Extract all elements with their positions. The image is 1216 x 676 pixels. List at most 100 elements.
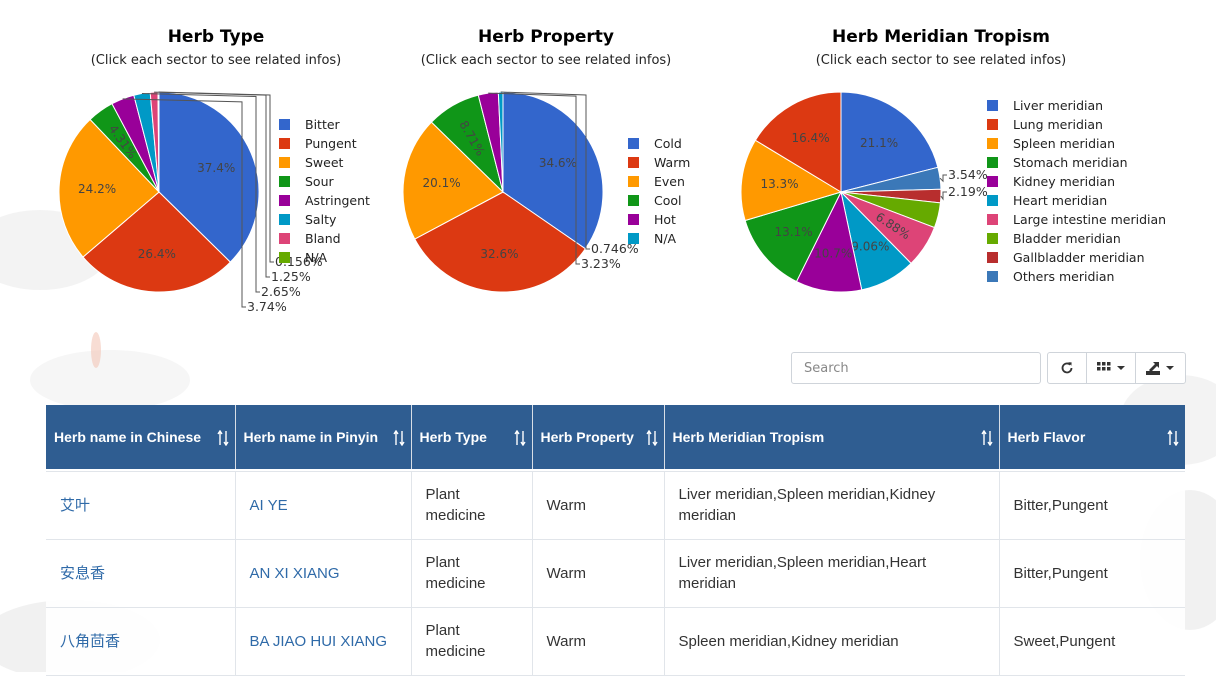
legend-swatch-n-a[interactable] (628, 233, 639, 244)
legend-swatch-spleen-meridian[interactable] (987, 138, 998, 149)
legend-label-spleen-meridian[interactable]: Spleen meridian (1013, 136, 1115, 151)
slice-label-liver-meridian: 21.1% (860, 136, 898, 150)
column-header-label: Herb Meridian Tropism (672, 429, 825, 445)
legend-label-heart-meridian[interactable]: Heart meridian (1013, 193, 1107, 208)
herb-flavor-cell: Sweet,Pungent (999, 607, 1185, 676)
leader-line-others-meridian (939, 174, 947, 183)
legend-label-bladder-meridian[interactable]: Bladder meridian (1013, 231, 1121, 246)
legend-label-kidney-meridian[interactable]: Kidney meridian (1013, 174, 1115, 189)
legend-label-astringent[interactable]: Astringent (305, 193, 370, 208)
legend-label-cool[interactable]: Cool (654, 193, 682, 208)
legend-swatch-lung-meridian[interactable] (987, 119, 998, 130)
herb-pinyin-name-link[interactable]: BA JIAO HUI XIANG (235, 607, 412, 676)
legend-label-stomach-meridian[interactable]: Stomach meridian (1013, 155, 1128, 170)
herb-pinyin-name-link[interactable]: AI YE (235, 471, 412, 540)
herb-meridian-chart: Herb Meridian Tropism (Click each sector … (720, 0, 1190, 330)
legend-swatch-sweet[interactable] (279, 157, 290, 168)
legend-label-bland[interactable]: Bland (305, 231, 341, 246)
column-header-pinyin-name[interactable]: Herb name in Pinyin (235, 405, 412, 469)
column-header-label: Herb name in Chinese (54, 429, 202, 445)
pie-slice-even[interactable] (402, 121, 504, 240)
grid-icon (1096, 362, 1110, 371)
legend-swatch-salty[interactable] (279, 214, 290, 225)
pie-slice-bitter[interactable] (158, 91, 260, 263)
column-header-label: Herb Flavor (1007, 429, 1086, 445)
herb-chinese-name-link[interactable]: 八角茴香 (46, 607, 236, 676)
legend-label-liver-meridian[interactable]: Liver meridian (1013, 98, 1103, 113)
legend-label-sweet[interactable]: Sweet (305, 155, 344, 170)
pie-slice-cold[interactable] (502, 91, 604, 250)
legend-swatch-kidney-meridian[interactable] (987, 176, 998, 187)
slice-label-stomach-meridian: 13.1% (774, 225, 812, 239)
refresh-button[interactable] (1047, 352, 1087, 384)
legend-swatch-others-meridian[interactable] (987, 271, 998, 282)
slice-label-spleen-meridian: 13.3% (760, 177, 798, 191)
legend-swatch-heart-meridian[interactable] (987, 195, 998, 206)
legend-label-sour[interactable]: Sour (305, 174, 335, 189)
slice-label-heart-meridian: 9.06% (851, 240, 889, 254)
chevron-down-icon (1116, 366, 1125, 370)
legend-swatch-warm[interactable] (628, 157, 639, 168)
slice-label-even: 20.1% (423, 176, 461, 190)
legend-swatch-sour[interactable] (279, 176, 290, 187)
column-header-herb-property[interactable]: Herb Property (532, 405, 665, 469)
legend-label-n-a[interactable]: N/A (305, 250, 328, 265)
legend-label-pungent[interactable]: Pungent (305, 136, 357, 151)
herb-chinese-name-link[interactable]: 安息香 (46, 539, 236, 608)
sort-icon[interactable] (1167, 429, 1179, 449)
column-header-meridian-tropism[interactable]: Herb Meridian Tropism (664, 405, 1000, 469)
legend-swatch-stomach-meridian[interactable] (987, 157, 998, 168)
header-spacer (46, 469, 1185, 472)
legend-swatch-hot[interactable] (628, 214, 639, 225)
legend-swatch-large-intestine-meridian[interactable] (987, 214, 998, 225)
legend-label-cold[interactable]: Cold (654, 136, 682, 151)
legend-swatch-liver-meridian[interactable] (987, 100, 998, 111)
legend-swatch-n-a[interactable] (279, 252, 290, 263)
slice-label-warm: 32.6% (480, 247, 518, 261)
export-icon (1146, 361, 1160, 375)
pie-slice-lung-meridian[interactable] (754, 91, 842, 193)
pie-slice-stomach-meridian[interactable] (744, 191, 842, 283)
sort-icon[interactable] (513, 429, 526, 449)
columns-toggle-button[interactable] (1086, 352, 1136, 384)
legend-swatch-bitter[interactable] (279, 119, 290, 130)
legend-swatch-gallbladder-meridian[interactable] (987, 252, 998, 263)
pie-slice-liver-meridian[interactable] (840, 91, 939, 193)
search-input[interactable] (791, 352, 1041, 384)
leader-line-n-a (500, 91, 590, 250)
export-button[interactable] (1135, 352, 1186, 384)
herb-property-chart-title: Herb Property (478, 27, 614, 47)
legend-swatch-pungent[interactable] (279, 138, 290, 149)
legend-label-bitter[interactable]: Bitter (305, 117, 341, 132)
herb-type-chart-subtitle: (Click each sector to see related infos) (91, 53, 342, 68)
legend-swatch-bladder-meridian[interactable] (987, 233, 998, 244)
column-header-herb-flavor[interactable]: Herb Flavor (999, 405, 1185, 469)
column-header-herb-type[interactable]: Herb Type (411, 405, 533, 469)
pie-slice-kidney-meridian[interactable] (795, 190, 863, 293)
sort-icon[interactable] (392, 429, 405, 449)
herb-pinyin-name-link[interactable]: AN XI XIANG (235, 539, 412, 608)
herb-chinese-name-link[interactable]: 艾叶 (46, 471, 236, 540)
pie-slice-warm[interactable] (414, 191, 587, 293)
legend-label-even[interactable]: Even (654, 174, 685, 189)
legend-label-others-meridian[interactable]: Others meridian (1013, 269, 1114, 284)
sort-icon[interactable] (216, 429, 229, 449)
pie-slice-spleen-meridian[interactable] (740, 139, 843, 222)
table-row: 安息香 AN XI XIANG Plant medicine Warm Live… (46, 539, 1185, 608)
legend-swatch-even[interactable] (628, 176, 639, 187)
legend-label-large-intestine-meridian[interactable]: Large intestine meridian (1013, 212, 1166, 227)
legend-label-n-a[interactable]: N/A (654, 231, 677, 246)
legend-swatch-astringent[interactable] (279, 195, 290, 206)
column-header-chinese-name[interactable]: Herb name in Chinese (46, 405, 236, 469)
legend-swatch-cool[interactable] (628, 195, 639, 206)
sort-icon[interactable] (645, 429, 658, 449)
herb-type-cell: Plant medicine (411, 539, 533, 608)
legend-label-warm[interactable]: Warm (654, 155, 690, 170)
legend-label-salty[interactable]: Salty (305, 212, 337, 227)
legend-label-gallbladder-meridian[interactable]: Gallbladder meridian (1013, 250, 1145, 265)
legend-label-lung-meridian[interactable]: Lung meridian (1013, 117, 1103, 132)
legend-swatch-cold[interactable] (628, 138, 639, 149)
legend-swatch-bland[interactable] (279, 233, 290, 244)
sort-icon[interactable] (980, 429, 993, 449)
legend-label-hot[interactable]: Hot (654, 212, 676, 227)
